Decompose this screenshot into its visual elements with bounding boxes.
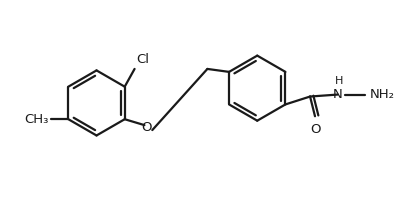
Text: NH₂: NH₂ bbox=[370, 88, 395, 101]
Text: H: H bbox=[335, 76, 343, 86]
Text: CH₃: CH₃ bbox=[24, 113, 49, 126]
Text: O: O bbox=[141, 121, 152, 134]
Text: Cl: Cl bbox=[137, 53, 150, 66]
Text: O: O bbox=[311, 123, 321, 136]
Text: N: N bbox=[333, 88, 343, 101]
